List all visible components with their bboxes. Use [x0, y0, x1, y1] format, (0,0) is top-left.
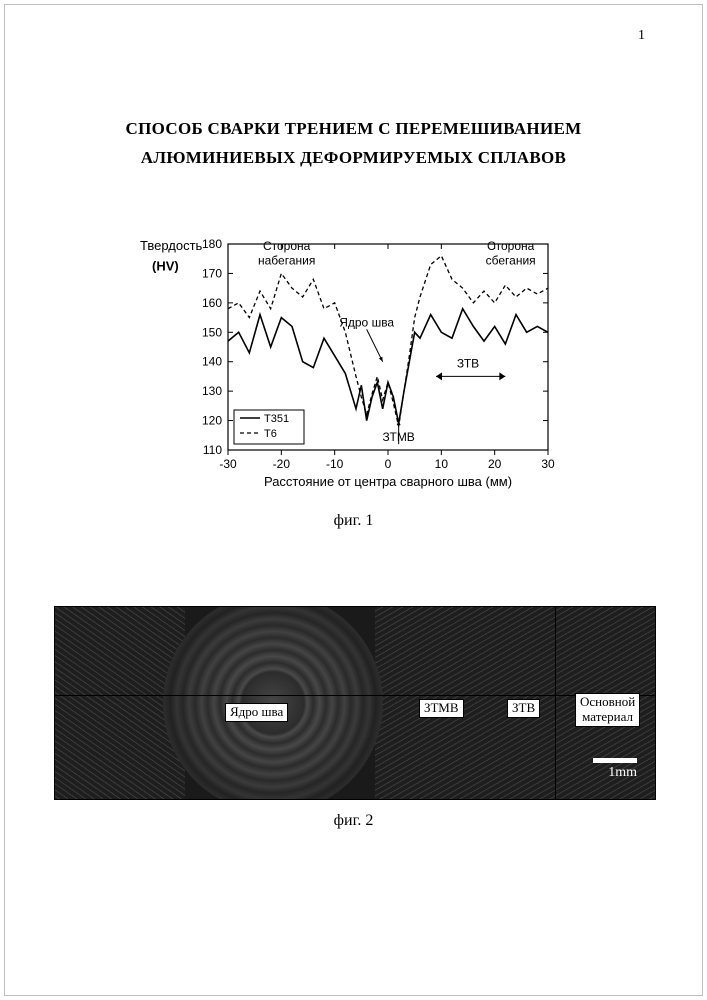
svg-text:170: 170 [202, 266, 222, 280]
figure-2-micrograph: Ядро шва ЗТМВ ЗТВ Основнойматериал 1mm [54, 606, 656, 800]
svg-text:набегания: набегания [258, 254, 315, 268]
svg-text:30: 30 [541, 457, 555, 471]
svg-text:140: 140 [202, 355, 222, 369]
figure-1-caption: фиг. 1 [0, 512, 707, 530]
svg-text:20: 20 [488, 457, 502, 471]
micrograph-label-tmaz: ЗТМВ [419, 699, 464, 718]
svg-text:T351: T351 [264, 413, 289, 425]
figure-1-chart: -30 -20 -10 0 10 20 30 110 120 130 140 150 160 170 180… [132, 232, 562, 502]
scale-bar: 1mm [593, 758, 637, 781]
svg-text:-20: -20 [273, 457, 291, 471]
page-number: 1 [638, 28, 645, 44]
micrograph-label-base: Основнойматериал [575, 693, 640, 727]
svg-text:0: 0 [385, 457, 392, 471]
svg-text:150: 150 [202, 325, 222, 339]
scale-bar-line [593, 758, 637, 763]
micrograph-label-haz: ЗТВ [507, 699, 540, 718]
svg-text:110: 110 [203, 443, 222, 457]
svg-text:T6: T6 [264, 428, 277, 440]
svg-text:(HV): (HV) [152, 258, 179, 273]
svg-text:180: 180 [202, 237, 222, 251]
svg-text:-10: -10 [326, 457, 344, 471]
title-line-2: АЛЮМИНИЕВЫХ ДЕФОРМИРУЕМЫХ СПЛАВОВ [0, 144, 707, 171]
svg-text:Твердость: Твердость [140, 238, 203, 253]
svg-text:Расстояние от центра сварного: Расстояние от центра сварного шва (мм) [264, 474, 512, 489]
svg-text:160: 160 [202, 296, 222, 310]
hardness-chart-svg: -30 -20 -10 0 10 20 30 110 120 130 140 150 160 170 180… [132, 232, 562, 492]
micrograph-guideline-v [555, 607, 556, 799]
document-title: СПОСОБ СВАРКИ ТРЕНИЕМ С ПЕРЕМЕШИВАНИЕМ А… [0, 115, 707, 171]
svg-text:-30: -30 [219, 457, 237, 471]
micrograph-guideline-h [55, 695, 655, 696]
svg-text:120: 120 [202, 414, 222, 428]
svg-text:130: 130 [202, 384, 222, 398]
svg-text:10: 10 [435, 457, 449, 471]
micrograph-label-nugget: Ядро шва [225, 703, 288, 722]
figure-2-caption: фиг. 2 [0, 812, 707, 830]
page: 1 СПОСОБ СВАРКИ ТРЕНИЕМ С ПЕРЕМЕШИВАНИЕМ… [0, 0, 707, 1000]
title-line-1: СПОСОБ СВАРКИ ТРЕНИЕМ С ПЕРЕМЕШИВАНИЕМ [0, 115, 707, 142]
scale-bar-label: 1mm [608, 765, 637, 780]
svg-text:Сторона: Сторона [263, 239, 311, 253]
svg-text:Ядро шва: Ядро шва [339, 315, 394, 329]
svg-text:сбегания: сбегания [486, 254, 536, 268]
svg-text:ЗТВ: ЗТВ [457, 357, 479, 371]
svg-text:Сторона: Сторона [487, 239, 535, 253]
